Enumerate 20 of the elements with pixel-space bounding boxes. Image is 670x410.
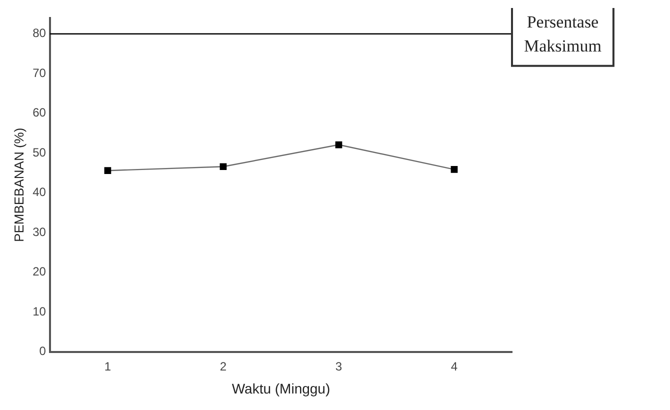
point: [104, 167, 112, 174]
x-tick-label: 2: [220, 359, 227, 374]
point: [335, 141, 342, 148]
y-tick-label: 30: [32, 224, 46, 239]
point: [450, 166, 458, 173]
y-tick-label: 40: [32, 185, 46, 200]
y-tick-label: 80: [32, 26, 46, 40]
x-tick-label: 1: [104, 359, 112, 374]
y-tick-label: 50: [32, 145, 46, 160]
x-axis-title: Waktu (Minggu): [232, 380, 330, 396]
y-tick-label: 10: [32, 304, 46, 318]
y-tick-label: 60: [32, 106, 46, 120]
y-axis-title: PEMBEBANAN (%): [11, 128, 26, 242]
y-tick-label: 70: [32, 66, 46, 80]
point: [220, 163, 227, 170]
y-tick-label: 20: [32, 264, 46, 279]
x-tick-label: 3: [335, 359, 342, 374]
ref-line-label: Persentase Maksimum: [524, 12, 602, 56]
y-tick-label: 0: [39, 344, 46, 358]
x-tick-label: 4: [450, 359, 458, 374]
